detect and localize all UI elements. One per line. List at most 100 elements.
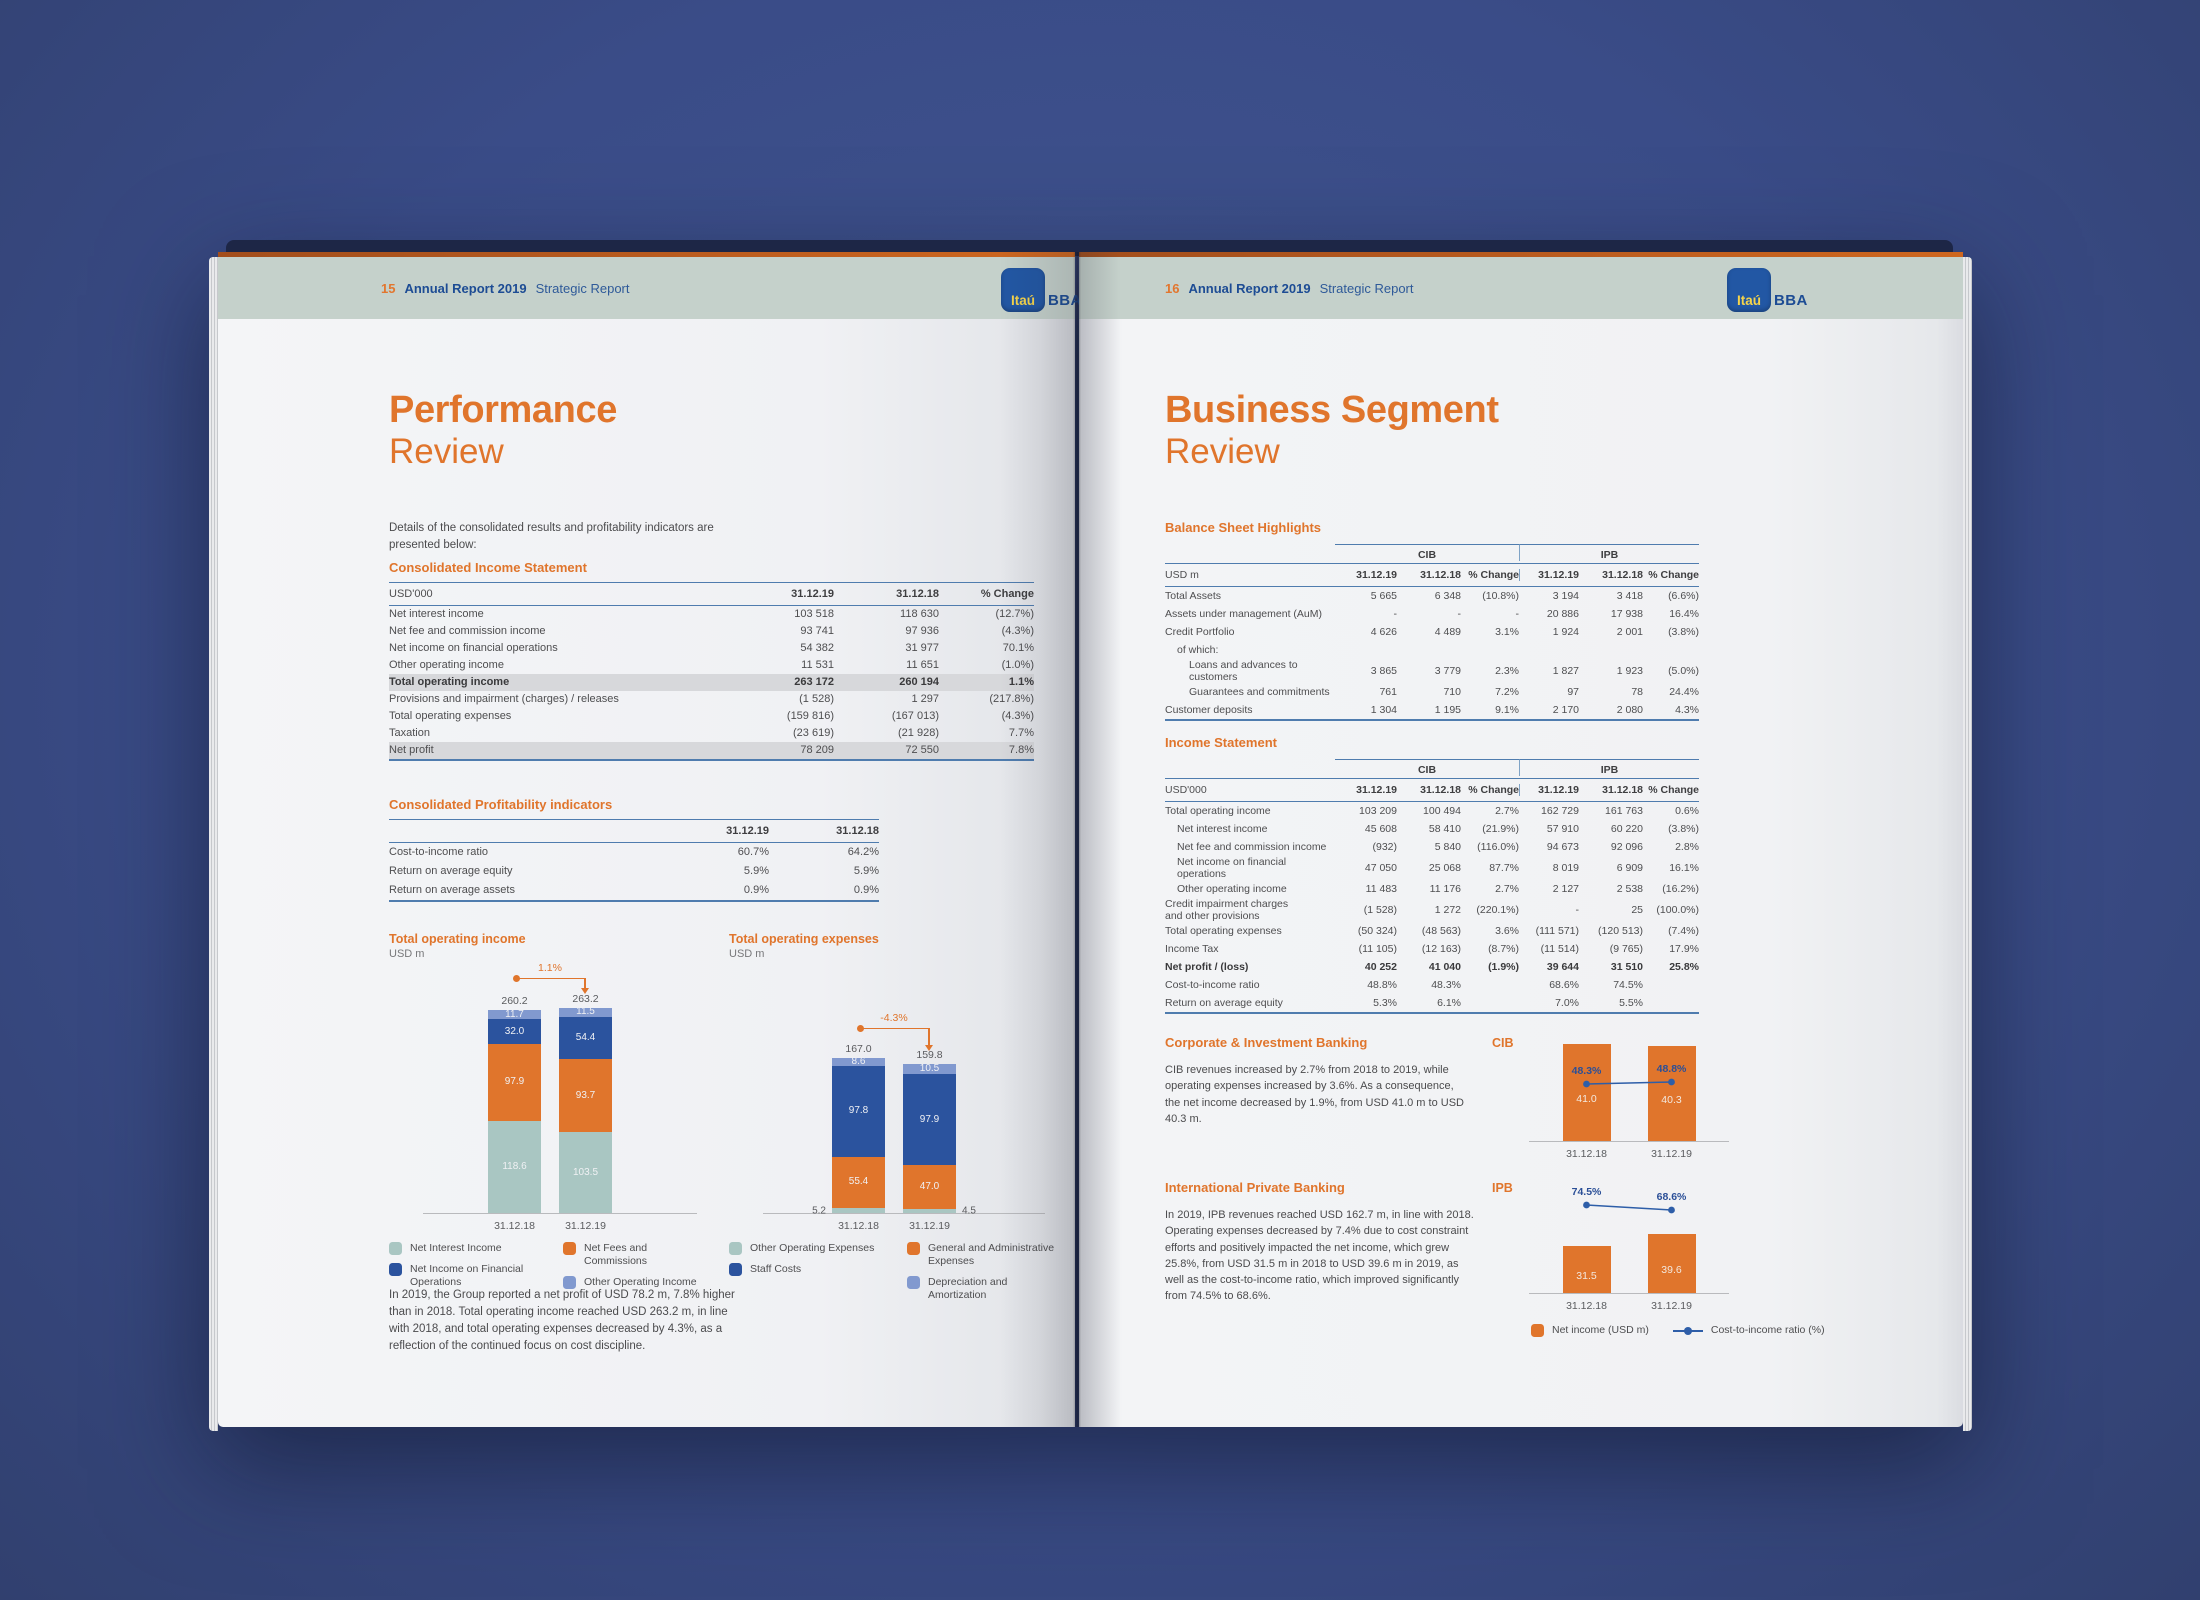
report-title: Annual Report 2019 bbox=[404, 280, 527, 296]
performance-footnote: In 2019, the Group reported a net profit… bbox=[389, 1289, 735, 1353]
x-axis-label: 31.12.19 bbox=[1651, 1300, 1692, 1312]
table-row: Total Assets 5 665 6 348 (10.8%) 3 194 3 418 (… bbox=[1165, 587, 1699, 605]
cell-value: 1 195 bbox=[1434, 704, 1461, 717]
cib-body-text: CIB revenues increased by 2.7% from 2018… bbox=[1165, 1064, 1464, 1125]
section-title: Strategic Report bbox=[1319, 280, 1414, 296]
table-row: Customer deposits 1 304 1 195 9.1% 2 170 2 08… bbox=[1165, 701, 1699, 719]
table-row: USD m 31.12.19 31.12.18% Change 31.12.19 31.… bbox=[1165, 563, 1699, 587]
cell-value: - bbox=[1393, 607, 1398, 620]
cell-value: (1.9%) bbox=[1488, 961, 1519, 974]
x-axis-line bbox=[423, 1213, 697, 1214]
table-row: Cost-to-income ratio 60.7% 64.2% bbox=[389, 843, 879, 862]
ratio-point-label: 48.8% bbox=[1656, 1063, 1687, 1075]
cell-value: 0.9% bbox=[853, 884, 879, 897]
bar-column: 159.8 10.5 97.9 47.0 4.5 31.12.19 bbox=[903, 1049, 976, 1232]
legend-swatch-icon bbox=[389, 1242, 402, 1255]
stacked-bar: 11.5 54.4 93.7 103.5 bbox=[559, 1007, 612, 1213]
legend-swatch-icon bbox=[729, 1263, 742, 1277]
cell-value: 40 252 bbox=[1364, 961, 1397, 974]
cell-value: 162 729 bbox=[1541, 804, 1579, 817]
cell-value: 94 673 bbox=[1546, 840, 1579, 853]
cell-value: 11 531 bbox=[801, 659, 834, 672]
chart-plot: 31.5 31.12.18 39.6 31.12.19 74.5% 68.6% bbox=[1529, 1176, 1729, 1312]
report-book: 15 Annual Report 2019 Strategic Report I… bbox=[209, 240, 1972, 1431]
cell-value: 263 172 bbox=[794, 676, 834, 689]
row-label: Return on average assets bbox=[389, 884, 515, 897]
column-header: 31.12.18 bbox=[896, 587, 939, 600]
table-row: Total operating income 263 172 260 194 1.1% bbox=[389, 674, 1034, 691]
change-label: 1.1% bbox=[538, 961, 562, 974]
stacked-bar: 11.7 32.0 97.9 118.6 bbox=[488, 1009, 541, 1213]
bar-segment: 55.4 bbox=[832, 1156, 885, 1209]
cell-value: 25.8% bbox=[1669, 961, 1699, 974]
segment-income-heading: Income Statement bbox=[1165, 735, 1277, 750]
left-page-header-band: 15 Annual Report 2019 Strategic Report I… bbox=[218, 257, 1081, 319]
x-axis-label: 31.12.18 bbox=[1566, 1148, 1607, 1160]
cell-value: 78 209 bbox=[800, 744, 834, 757]
bar-value-label: 39.6 bbox=[1661, 1264, 1682, 1277]
chart-unit-label: USD m bbox=[729, 948, 765, 960]
cell-value: (21.9%) bbox=[1482, 822, 1519, 835]
cell-value: 17 938 bbox=[1610, 607, 1643, 620]
cell-value: 11 176 bbox=[1429, 883, 1461, 896]
bar-segment: 8.6 bbox=[832, 1055, 885, 1067]
legend-swatch-icon bbox=[907, 1242, 920, 1255]
legend-label: Staff Costs bbox=[750, 1263, 802, 1276]
chart-legend: Other Operating Expenses Staff Costs Gener… bbox=[729, 1242, 1059, 1303]
row-label: Return on average equity bbox=[1165, 997, 1283, 1010]
row-label: Total operating expenses bbox=[389, 710, 512, 723]
page-number: 16 bbox=[1165, 280, 1180, 296]
cell-value: 68.6% bbox=[1549, 979, 1579, 992]
cell-value: 6.1% bbox=[1437, 997, 1461, 1010]
cell-value: 70.1% bbox=[1002, 642, 1034, 655]
table-row: Return on average equity 5.3% 6.1% 7.0% 5.5% bbox=[1165, 994, 1699, 1012]
table-row: Assets under management (AuM) - - - 20 886 17… bbox=[1165, 605, 1699, 623]
cell-value: 2.8% bbox=[1675, 840, 1699, 853]
cell-value: 7.7% bbox=[1008, 727, 1034, 740]
bar-segment: 47.0 bbox=[903, 1165, 956, 1209]
row-label: Provisions and impairment (charges) / re… bbox=[389, 693, 619, 706]
segment-label-outside: 4.5 bbox=[962, 1205, 976, 1217]
legend-label: Net Fees and Commissions bbox=[584, 1242, 648, 1268]
change-arrow-drop bbox=[928, 1028, 930, 1045]
bba-logo-text: BBA bbox=[1774, 292, 1808, 309]
bar-value-label: 41.0 bbox=[1576, 1093, 1597, 1106]
row-label: Cost-to-income ratio bbox=[389, 846, 489, 859]
segment-label: 93.7 bbox=[575, 1089, 596, 1101]
consolidated-income-table: USD'000 31.12.19 31.12.18 % Change Net inter… bbox=[389, 582, 1034, 761]
row-label: Return on average equity bbox=[389, 865, 513, 878]
legend-item: Cost-to-income ratio (%) bbox=[1672, 1324, 1825, 1337]
row-label: Credit Portfolio bbox=[1165, 625, 1235, 638]
operating-expenses-chart: Total operating expenses USD m 167.0 8.6 97.… bbox=[729, 932, 1059, 1303]
segment-label: 54.4 bbox=[575, 1031, 596, 1043]
x-axis-label: 31.12.18 bbox=[1566, 1300, 1607, 1312]
legend-item: Depreciation and Amortization bbox=[907, 1276, 1059, 1302]
segment-label: 97.9 bbox=[919, 1113, 940, 1125]
cell-value: 2 001 bbox=[1616, 625, 1643, 638]
cell-value: 3.6% bbox=[1495, 925, 1519, 938]
table-row: Credit Portfolio 4 626 4 489 3.1% 1 924 2 001… bbox=[1165, 623, 1699, 641]
column-header: 31.12.19 bbox=[726, 824, 769, 837]
cell-value: 0.9% bbox=[743, 884, 769, 897]
column-header: 31.12.18 bbox=[1602, 783, 1643, 796]
row-label: Other operating income bbox=[1177, 883, 1287, 896]
cell-value: 5.5% bbox=[1619, 997, 1643, 1010]
net-income-bar: 31.5 31.12.18 bbox=[1562, 1245, 1611, 1312]
cell-value: 6 348 bbox=[1434, 589, 1461, 602]
arrow-down-icon bbox=[925, 1044, 933, 1051]
cell-value: 87.7% bbox=[1489, 862, 1519, 875]
cell-value: 5.9% bbox=[853, 865, 879, 878]
chart-bars: 41.0 31.12.18 40.3 31.12.19 bbox=[1529, 1043, 1729, 1160]
segment-label: 8.6 bbox=[851, 1055, 866, 1067]
cell-value: 97 936 bbox=[905, 625, 939, 638]
unit-header: USD'000 bbox=[389, 587, 433, 600]
cell-value: 0.6% bbox=[1675, 804, 1699, 817]
cell-value: 45 608 bbox=[1364, 822, 1397, 835]
legend-swatch-icon bbox=[563, 1276, 576, 1290]
row-label: Other operating income bbox=[389, 659, 504, 672]
cell-value: (932) bbox=[1372, 840, 1397, 853]
chart-plot: 167.0 8.6 97.8 55.4 5.2 31.12.18 159.8 10.5 97.9… bbox=[729, 966, 1059, 1232]
ratio-point-label: 68.6% bbox=[1656, 1191, 1687, 1203]
table-row: Taxation (23 619) (21 928) 7.7% bbox=[389, 725, 1034, 742]
page-number: 15 bbox=[381, 280, 396, 296]
